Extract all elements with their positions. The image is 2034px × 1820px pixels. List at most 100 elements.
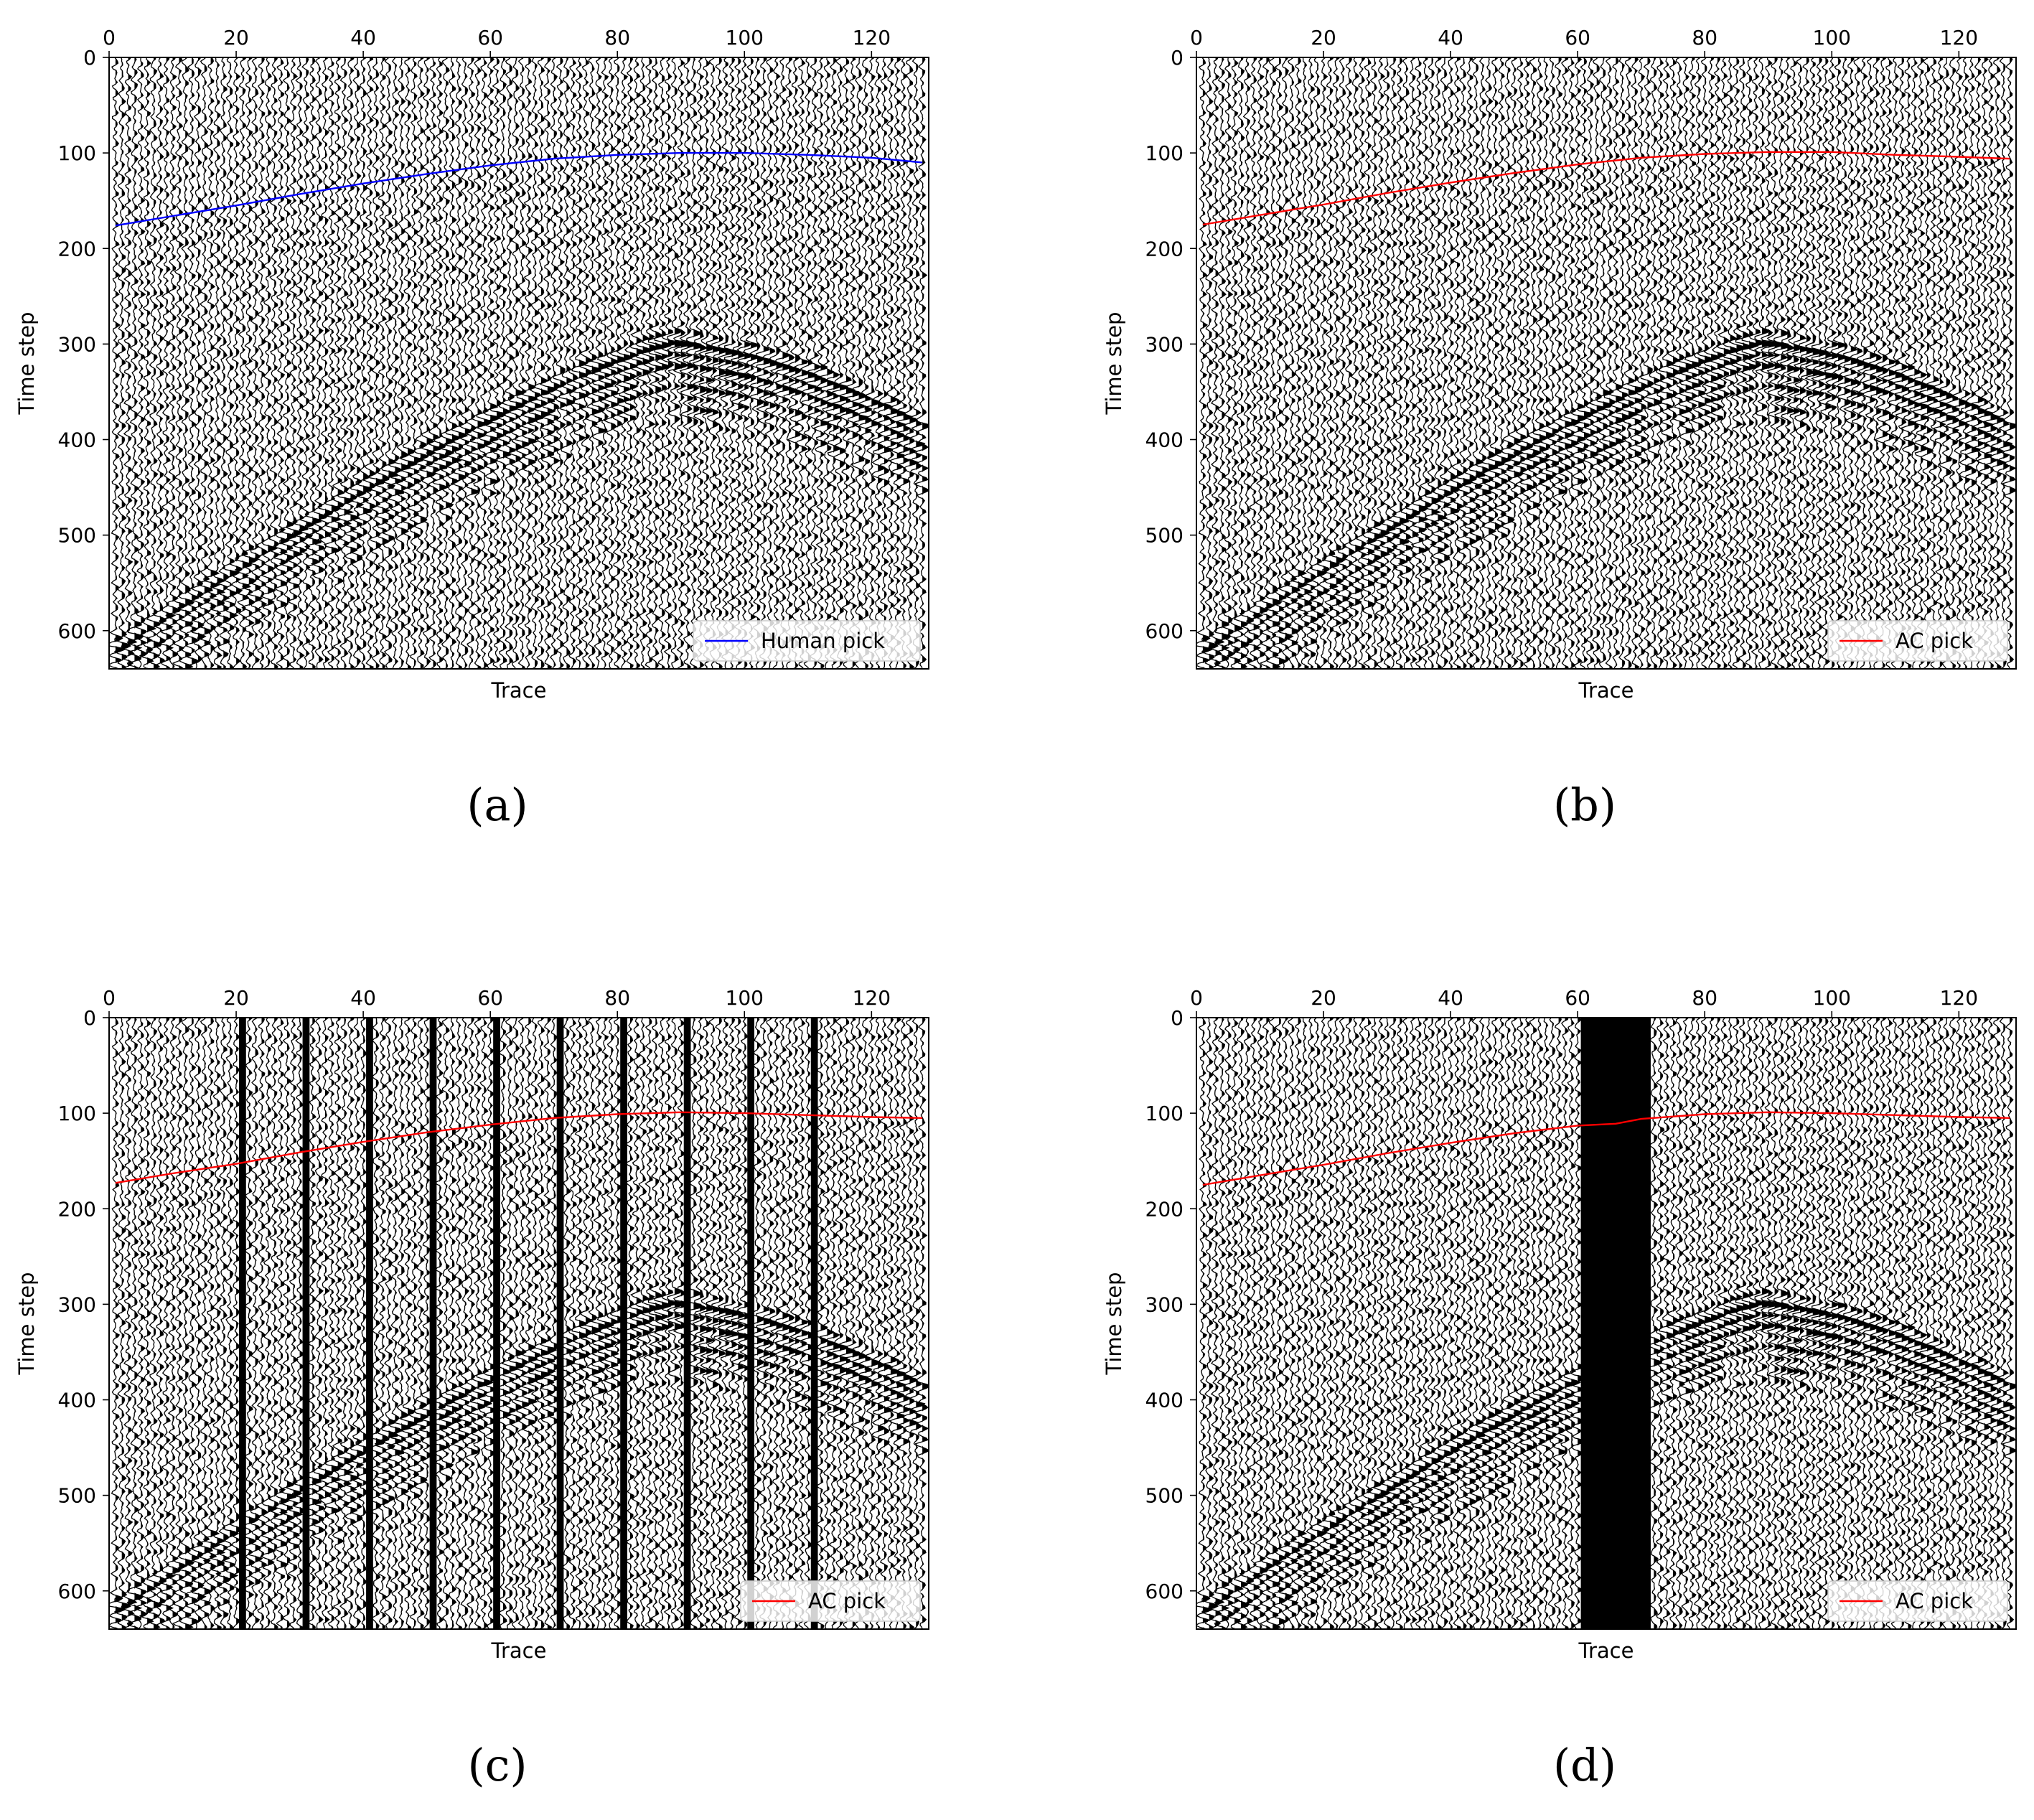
trace-wiggle	[1506, 1018, 1524, 1629]
y-tick-label: 200	[1145, 1197, 1184, 1221]
trace-wiggle	[1799, 1018, 1815, 1629]
trace-wiggle	[215, 1018, 232, 1629]
y-tick-label: 600	[58, 619, 96, 643]
trace-wiggle	[1341, 1018, 1356, 1629]
trace-wiggle	[1290, 1018, 1308, 1629]
trace-fill	[375, 57, 385, 669]
x-tick-label: 120	[1940, 986, 1978, 1010]
trace-wiggle	[1964, 57, 1982, 669]
trace-wiggle	[1545, 1018, 1560, 1629]
trace-wiggle	[1347, 1018, 1365, 1629]
legend: AC pick	[1827, 1580, 2008, 1622]
trace-fill	[236, 57, 243, 669]
trace-wiggle	[1607, 57, 1626, 669]
trace-wiggle	[501, 57, 518, 669]
trace-wiggle	[380, 57, 398, 669]
trace-fill	[1876, 57, 1885, 669]
trace-wiggle	[1976, 57, 1995, 669]
trace-wiggle	[1366, 1018, 1384, 1629]
trace-wiggle	[622, 57, 639, 669]
trace-wiggle	[1912, 1018, 1931, 1629]
trace-wiggle	[400, 57, 417, 669]
trace-wiggle	[1842, 57, 1861, 669]
trace-fill	[1285, 1018, 1293, 1629]
trace-wiggle	[1976, 1018, 1995, 1629]
trace-wiggle	[1214, 1018, 1232, 1629]
trace-wiggle	[146, 1018, 163, 1629]
trace-wiggle	[463, 57, 480, 669]
trace-fill	[458, 57, 467, 669]
trace-wiggle	[1703, 57, 1721, 669]
trace-fill	[541, 57, 550, 669]
trace-fill	[1634, 57, 1644, 669]
trace-wiggle	[1830, 1018, 1848, 1629]
trace-fill	[337, 57, 345, 669]
y-tick-label: 600	[1145, 1580, 1184, 1603]
trace-wiggle	[222, 1018, 240, 1629]
trace-fill	[1571, 1018, 1580, 1629]
trace-wiggle	[1442, 57, 1461, 669]
trace-wiggle	[539, 1018, 557, 1629]
trace-wiggle	[819, 1018, 837, 1629]
dead-trace	[556, 1018, 564, 1629]
trace-fill	[896, 57, 906, 669]
trace-wiggle	[476, 57, 494, 669]
trace-wiggle	[1487, 57, 1504, 669]
x-tick-label: 40	[1438, 26, 1463, 50]
trace-wiggle	[457, 1018, 472, 1629]
trace-fill	[1215, 57, 1224, 669]
trace-fill	[845, 1018, 855, 1629]
trace-wiggle	[641, 57, 659, 669]
pick-line	[115, 151, 923, 227]
trace-wiggle	[876, 1018, 894, 1629]
trace-wiggle	[552, 57, 568, 669]
trace-wiggle	[1601, 57, 1618, 669]
trace-fill	[1425, 57, 1432, 669]
trace-fill	[375, 1018, 385, 1629]
trace-wiggle	[209, 57, 226, 669]
trace-wiggle	[1817, 57, 1835, 669]
trace-wiggle	[222, 57, 240, 669]
trace-fill	[535, 57, 544, 669]
trace-fill	[141, 1018, 147, 1629]
trace-wiggle	[1259, 57, 1275, 669]
trace-fill	[1768, 1018, 1777, 1629]
trace-fill	[1832, 57, 1841, 669]
trace-wiggle	[1959, 57, 1974, 669]
y-tick-label: 600	[1145, 619, 1184, 643]
trace-wiggle	[113, 57, 131, 669]
trace-wiggle	[1221, 1018, 1236, 1629]
trace-fill	[1247, 57, 1254, 669]
trace-wiggle	[278, 1018, 296, 1629]
trace-wiggle	[654, 57, 672, 669]
trace-fill	[293, 57, 302, 669]
trace-fill	[1507, 1018, 1516, 1629]
trace-wiggle	[1760, 57, 1778, 669]
trace-fill	[598, 57, 607, 669]
trace-wiggle	[1697, 57, 1715, 669]
trace-wiggle	[336, 1018, 355, 1629]
trace-wiggle	[476, 1018, 494, 1629]
trace-fill	[420, 1018, 428, 1629]
trace-wiggle	[863, 57, 881, 669]
trace-fill	[1539, 57, 1549, 669]
trace-fill	[1787, 57, 1796, 669]
trace-wiggle	[1703, 1018, 1721, 1629]
x-tick-label: 120	[853, 26, 891, 50]
trace-fill	[1228, 1018, 1234, 1629]
trace-wiggle	[1316, 57, 1331, 669]
trace-wiggle	[844, 1018, 863, 1629]
trace-fill	[464, 57, 472, 669]
trace-wiggle	[857, 57, 873, 669]
trace-fill	[1717, 1018, 1725, 1629]
trace-wiggle	[825, 1018, 843, 1629]
chart-panel-a: 0 20 40 60 80 100 120 0 100 200 300 400 500 600 Trace T…	[14, 26, 929, 831]
trace-wiggle	[189, 57, 207, 669]
trace-fill	[1832, 1018, 1841, 1629]
trace-wiggle	[1588, 57, 1606, 669]
trace-fill	[115, 57, 124, 669]
trace-wiggle	[1912, 57, 1931, 669]
x-tick-label: 60	[477, 26, 503, 50]
trace-fill	[769, 57, 779, 669]
trace-wiggle	[495, 57, 512, 669]
